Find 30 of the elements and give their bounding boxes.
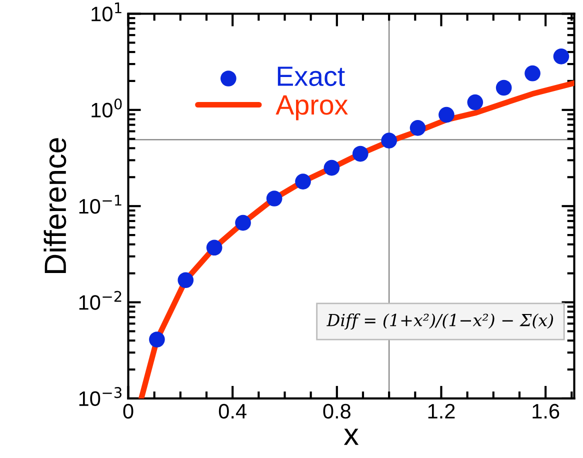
point (149, 332, 165, 348)
y-tick-label: 10$^{−2}$ (79, 290, 122, 310)
x-tick-label: 0.4 (218, 404, 246, 419)
x-tick-label: 0 (123, 404, 134, 419)
y-tick-label: 10$^{1}$ (92, 2, 122, 22)
point (467, 94, 484, 110)
x-tick-label: 0.8 (323, 404, 350, 419)
point (410, 120, 426, 136)
point (206, 240, 222, 256)
x-tick-label: 1.6 (532, 404, 560, 419)
point (381, 132, 397, 148)
point (352, 146, 368, 162)
y-tick-label: 10$^{−1}$ (79, 194, 122, 214)
point (324, 160, 340, 176)
legend-label: Aprox (276, 95, 348, 120)
annotation: Diff = (1+x²)/(1−x²) − Σ(x) (326, 313, 554, 330)
y-axis-title: Difference (44, 138, 66, 273)
x-axis-title: x (344, 428, 359, 445)
legend-label: Exact (278, 66, 345, 86)
point (438, 106, 454, 123)
x-tick-label: 1.2 (428, 404, 455, 418)
point (496, 80, 512, 96)
y-tick-label: 10$^{−3}$ (79, 387, 122, 406)
point (178, 272, 194, 288)
point (295, 174, 311, 190)
point (524, 65, 540, 82)
point (266, 190, 282, 206)
point (553, 48, 570, 64)
point (235, 214, 251, 231)
y-tick-label: 10$^{0}$ (92, 98, 122, 118)
